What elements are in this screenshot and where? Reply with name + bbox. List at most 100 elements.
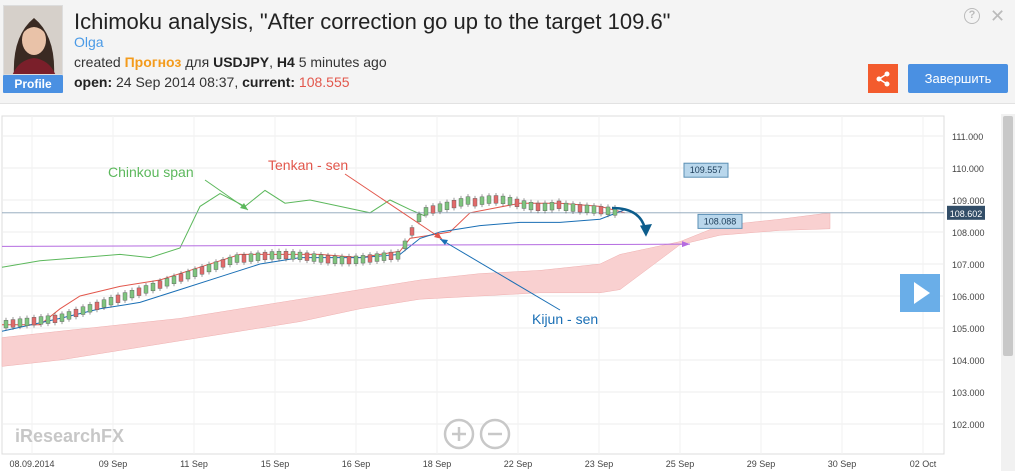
kumo-cloud bbox=[1, 212, 831, 367]
forecast-link[interactable]: Прогноз bbox=[124, 54, 182, 70]
candle-body bbox=[507, 197, 513, 206]
profile-button[interactable]: Profile bbox=[3, 75, 63, 93]
candle-body bbox=[129, 290, 135, 299]
candle-body bbox=[353, 255, 359, 264]
close-icon[interactable]: ✕ bbox=[990, 6, 1006, 26]
x-tick-label: 22 Sep bbox=[504, 459, 533, 469]
x-tick-label: 23 Sep bbox=[585, 459, 614, 469]
x-tick-label: 16 Sep bbox=[342, 459, 371, 469]
kijun-sen-line bbox=[1, 209, 626, 332]
finish-button[interactable]: Завершить bbox=[908, 64, 1008, 93]
x-tick-label: 15 Sep bbox=[261, 459, 290, 469]
y-tick-label: 104.000 bbox=[952, 356, 985, 366]
candle-body bbox=[108, 297, 114, 306]
candle-body bbox=[241, 254, 247, 263]
candle-body bbox=[423, 207, 429, 216]
chinkou-pointer-head bbox=[240, 203, 248, 210]
candle-body bbox=[262, 251, 268, 261]
candle-body bbox=[332, 255, 338, 264]
candle-body bbox=[213, 261, 219, 270]
candle-body bbox=[465, 196, 471, 205]
candle-body bbox=[115, 294, 121, 303]
candle-body bbox=[500, 195, 506, 204]
x-tick-label: 08.09.2014 bbox=[9, 459, 54, 469]
candle-body bbox=[479, 196, 485, 205]
tenkan-pointer bbox=[344, 173, 443, 240]
candle-body bbox=[206, 264, 212, 273]
candle-body bbox=[346, 256, 352, 265]
x-tick-label: 02 Oct bbox=[910, 459, 937, 469]
chinkou-annotation: Chinkou span bbox=[108, 164, 194, 180]
created-prefix: created bbox=[74, 54, 121, 70]
candle-body bbox=[52, 314, 58, 323]
candle-body bbox=[31, 317, 37, 326]
candle-body bbox=[17, 318, 23, 327]
zoom-in-icon[interactable] bbox=[443, 418, 475, 450]
x-tick-label: 18 Sep bbox=[423, 459, 452, 469]
share-button[interactable] bbox=[868, 64, 898, 93]
candle-body bbox=[87, 304, 93, 313]
candle-body bbox=[304, 252, 310, 261]
candle-body bbox=[185, 271, 191, 280]
page-title: Ichimoku analysis, "After correction go … bbox=[74, 9, 671, 34]
play-button-triangle bbox=[914, 282, 930, 304]
candle-body bbox=[437, 203, 443, 212]
candle-body bbox=[388, 251, 394, 260]
candle-body bbox=[297, 251, 303, 260]
candle-body bbox=[269, 251, 275, 260]
share-icon bbox=[876, 71, 890, 86]
candle-body bbox=[472, 198, 478, 207]
candle-body bbox=[486, 195, 492, 204]
ichimoku-chart[interactable]: 111.000 110.000 109.000 108.000 107.000 106.0… bbox=[0, 114, 1000, 471]
scrollbar-thumb[interactable] bbox=[1003, 116, 1013, 356]
candle-body bbox=[325, 255, 331, 264]
symbol-label[interactable]: USDJPY bbox=[213, 54, 270, 70]
candle-body bbox=[255, 252, 261, 261]
author-link[interactable]: Olga bbox=[74, 34, 104, 50]
candle-body bbox=[605, 206, 611, 215]
candle-body bbox=[584, 204, 590, 213]
candle-body bbox=[276, 251, 282, 260]
created-line: created Прогноз для USDJPY, H4 5 minutes… bbox=[74, 54, 387, 70]
help-icon[interactable]: ? bbox=[964, 8, 980, 24]
candle-body bbox=[395, 251, 401, 260]
candle-body bbox=[101, 299, 107, 308]
y-tick-label: 109.000 bbox=[952, 196, 985, 206]
candle-body bbox=[248, 253, 254, 262]
open-label: open: bbox=[74, 74, 113, 90]
candle-body bbox=[171, 275, 177, 284]
page-scrollbar[interactable] bbox=[1001, 114, 1015, 471]
current-value: 108.555 bbox=[298, 74, 350, 90]
for-word: для bbox=[185, 54, 210, 70]
tenkan-annotation: Tenkan - sen bbox=[268, 157, 348, 173]
target-label-box bbox=[683, 162, 729, 178]
candle-body bbox=[339, 256, 345, 265]
level-label: 108.088 bbox=[704, 216, 737, 226]
current-label: current: bbox=[242, 74, 296, 90]
candle-body bbox=[220, 259, 226, 268]
y-tick-label: 102.000 bbox=[952, 420, 985, 430]
y-tick-label: 103.000 bbox=[952, 388, 985, 398]
candle-body bbox=[24, 317, 30, 326]
play-icon[interactable] bbox=[900, 274, 940, 312]
candle-body bbox=[318, 254, 324, 263]
candle-body bbox=[45, 315, 51, 324]
candle-body bbox=[549, 202, 555, 211]
current-price-label: 108.602 bbox=[950, 209, 983, 219]
chart-area[interactable]: 111.000 110.000 109.000 108.000 107.000 106.0… bbox=[0, 114, 1000, 471]
x-tick-label: 30 Sep bbox=[828, 459, 857, 469]
candle-body bbox=[451, 200, 457, 209]
y-tick-label: 106.000 bbox=[952, 292, 985, 302]
candle-body bbox=[73, 308, 79, 318]
open-value: 24 Sep 2014 08:37, bbox=[116, 74, 239, 90]
candle-body bbox=[444, 201, 450, 210]
x-tick-label: 25 Sep bbox=[666, 459, 695, 469]
y-tick-label: 111.000 bbox=[952, 132, 983, 142]
price-line: open: 24 Sep 2014 08:37, current: 108.55… bbox=[74, 74, 350, 90]
zoom-out-icon[interactable] bbox=[479, 418, 511, 450]
avatar[interactable] bbox=[3, 5, 63, 75]
kijun-annotation: Kijun - sen bbox=[532, 311, 598, 327]
watermark: iResearchFX bbox=[15, 426, 124, 446]
candle-body bbox=[493, 195, 499, 204]
candle-body bbox=[430, 205, 436, 214]
